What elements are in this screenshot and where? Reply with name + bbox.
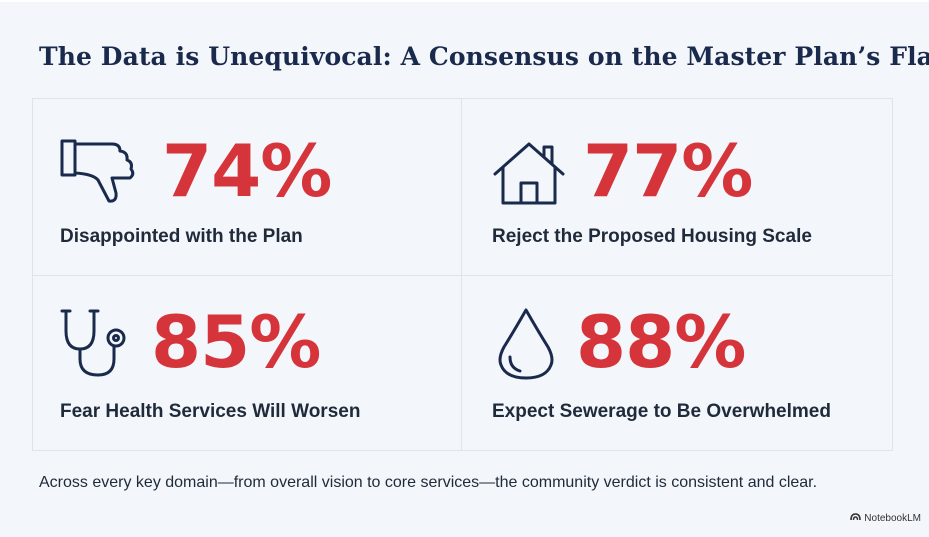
page-title: The Data is Unequivocal: A Consensus on … [39, 42, 929, 71]
stat-label: Reject the Proposed Housing Scale [492, 226, 812, 247]
water-drop-icon [496, 307, 556, 381]
stat-value: 88% [576, 300, 746, 384]
grid-divider-vertical [461, 98, 462, 451]
stethoscope-icon [60, 307, 132, 381]
stat-value: 85% [151, 300, 321, 384]
footer-caption: Across every key domain—from overall vis… [39, 474, 818, 491]
stat-label: Expect Sewerage to Be Overwhelmed [492, 401, 831, 422]
stats-grid [32, 98, 893, 451]
stat-label: Fear Health Services Will Worsen [60, 401, 361, 422]
stat-value: 74% [162, 129, 332, 213]
brand-name: NotebookLM [864, 512, 921, 524]
thumbs-down-icon [60, 138, 138, 204]
house-icon [492, 140, 566, 206]
stat-label: Disappointed with the Plan [60, 226, 303, 247]
stat-value: 77% [583, 129, 753, 213]
grid-divider-horizontal [32, 275, 893, 276]
notebooklm-logo-icon [850, 512, 862, 524]
brand-badge: NotebookLM [850, 512, 921, 524]
